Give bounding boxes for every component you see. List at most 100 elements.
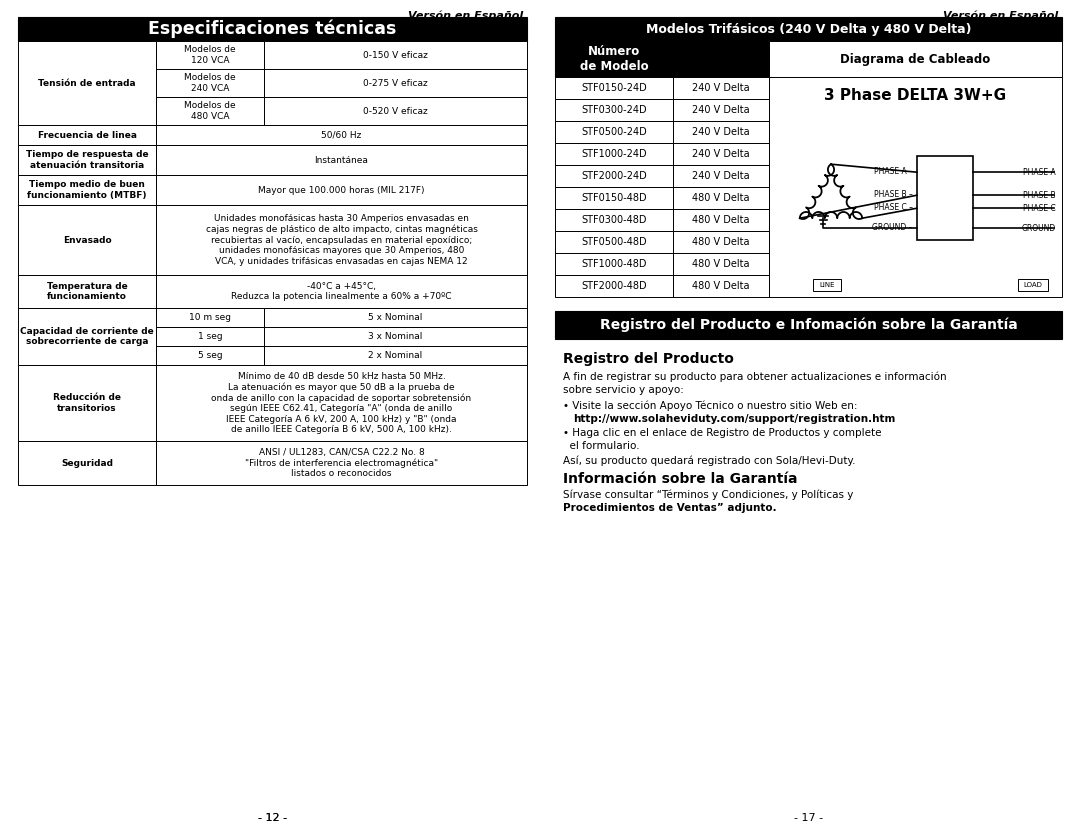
Text: Instantánea: Instantánea	[314, 155, 368, 164]
Bar	[156, 275, 527, 308]
Text: Diagrama de Cableado: Diagrama de Cableado	[840, 53, 990, 66]
Bar	[555, 17, 1062, 41]
Text: PHASE B –: PHASE B –	[874, 189, 913, 198]
Text: 480 V Delta: 480 V Delta	[692, 259, 750, 269]
Text: GROUND –: GROUND –	[873, 223, 913, 232]
Bar	[555, 187, 673, 209]
Text: 3 x Nominal: 3 x Nominal	[368, 332, 422, 341]
Text: Mínimo de 40 dB desde 50 kHz hasta 50 MHz.
La atenuación es mayor que 50 dB a la: Mínimo de 40 dB desde 50 kHz hasta 50 MH…	[212, 372, 472, 435]
Text: STF2000-48D: STF2000-48D	[581, 281, 647, 291]
Text: Seguridad: Seguridad	[60, 459, 113, 468]
Bar	[673, 231, 769, 253]
Text: http://www.solaheviduty.com/support/registration.htm: http://www.solaheviduty.com/support/regi…	[573, 414, 895, 424]
Text: - 12 -: - 12 -	[258, 813, 287, 823]
Bar	[18, 17, 527, 41]
Bar	[156, 145, 527, 175]
Text: Reducción de
transitorios: Reducción de transitorios	[53, 394, 121, 413]
Bar	[673, 143, 769, 165]
Text: PHASE B: PHASE B	[1024, 191, 1056, 199]
Text: 2 x Nominal: 2 x Nominal	[368, 351, 422, 360]
Text: DEVICE: DEVICE	[926, 193, 964, 203]
Text: LOAD: LOAD	[1024, 282, 1042, 288]
Text: - 17 -: - 17 -	[794, 813, 823, 823]
Text: 1 seg: 1 seg	[198, 332, 222, 341]
Bar	[156, 205, 527, 275]
Bar	[673, 253, 769, 275]
Bar	[673, 165, 769, 187]
Text: 0-150 V eficaz: 0-150 V eficaz	[363, 51, 428, 59]
Text: -40°C a +45°C,
Reduzca la potencia linealmente a 60% a +70ºC: -40°C a +45°C, Reduzca la potencia linea…	[231, 282, 451, 301]
Text: sobre servicio y apoyo:: sobre servicio y apoyo:	[563, 385, 684, 395]
Text: 480 V Delta: 480 V Delta	[692, 237, 750, 247]
Text: Modelos Trifásicos (240 V Delta y 480 V Delta): Modelos Trifásicos (240 V Delta y 480 V …	[646, 23, 971, 36]
Text: 5 seg: 5 seg	[198, 351, 222, 360]
Text: STF0300-24D: STF0300-24D	[581, 105, 647, 115]
Text: 240 V Delta: 240 V Delta	[692, 171, 750, 181]
Bar	[156, 97, 264, 125]
Bar	[156, 327, 264, 346]
Bar	[18, 275, 156, 308]
Text: Unidades monofásicas hasta 30 Amperios envasadas en
cajas negras de plástico de : Unidades monofásicas hasta 30 Amperios e…	[205, 214, 477, 265]
Bar	[156, 69, 264, 97]
Text: LINE: LINE	[820, 282, 835, 288]
Text: Modelos de
120 VCA: Modelos de 120 VCA	[185, 45, 235, 65]
Bar	[673, 99, 769, 121]
Text: 240 V Delta: 240 V Delta	[692, 149, 750, 159]
Bar	[555, 253, 673, 275]
Bar	[555, 311, 1062, 339]
Text: Tiempo de respuesta de
atenuación transitoria: Tiempo de respuesta de atenuación transi…	[26, 150, 148, 169]
Text: • Visite la sección Apoyo Técnico o nuestro sitio Web en:: • Visite la sección Apoyo Técnico o nues…	[563, 401, 858, 411]
Text: STF2000-24D: STF2000-24D	[581, 171, 647, 181]
Bar	[156, 175, 527, 205]
Bar	[1018, 279, 1048, 291]
Bar	[555, 231, 673, 253]
Bar	[555, 41, 673, 77]
Bar	[18, 441, 156, 485]
Text: Envasado: Envasado	[63, 235, 111, 244]
Bar	[813, 279, 841, 291]
Text: 240 V Delta: 240 V Delta	[692, 83, 750, 93]
Bar	[156, 346, 264, 365]
Bar	[264, 308, 527, 327]
Text: Temperatura de
funcionamiento: Temperatura de funcionamiento	[46, 282, 127, 301]
Text: STF0500-24D: STF0500-24D	[581, 127, 647, 137]
Bar	[555, 77, 673, 99]
Text: PHASE C –: PHASE C –	[874, 203, 913, 212]
Bar	[555, 275, 673, 297]
Text: 0-275 V eficaz: 0-275 V eficaz	[363, 78, 428, 88]
Text: Procedimientos de Ventas” adjunto.: Procedimientos de Ventas” adjunto.	[563, 503, 777, 513]
Text: Frecuencia de linea: Frecuencia de linea	[38, 130, 136, 139]
Bar	[673, 121, 769, 143]
Text: 3 Phase DELTA 3W+G: 3 Phase DELTA 3W+G	[824, 88, 1007, 103]
Text: PHASE A: PHASE A	[1023, 168, 1056, 177]
Bar	[18, 41, 156, 125]
Bar	[769, 41, 1062, 77]
Bar	[555, 143, 673, 165]
Bar	[673, 41, 769, 77]
Text: Tiempo medio de buen
funcionamiento (MTBF): Tiempo medio de buen funcionamiento (MTB…	[27, 180, 147, 199]
Text: Modelos de
240 VCA: Modelos de 240 VCA	[185, 73, 235, 93]
Text: 10 m seg: 10 m seg	[189, 313, 231, 322]
Bar	[264, 97, 527, 125]
Bar	[264, 41, 527, 69]
Bar	[18, 125, 156, 145]
Text: Especificaciones técnicas: Especificaciones técnicas	[148, 20, 396, 38]
Bar	[156, 365, 527, 441]
Text: STF1000-48D: STF1000-48D	[581, 259, 647, 269]
Bar	[18, 145, 156, 175]
Text: 240 V Delta: 240 V Delta	[692, 105, 750, 115]
Bar	[156, 308, 264, 327]
Text: 5 x Nominal: 5 x Nominal	[368, 313, 422, 322]
Text: 480 V Delta: 480 V Delta	[692, 193, 750, 203]
Text: STF0150-24D: STF0150-24D	[581, 83, 647, 93]
Bar	[156, 41, 264, 69]
Text: STF0150-48D: STF0150-48D	[581, 193, 647, 203]
Bar	[673, 77, 769, 99]
Bar	[917, 156, 973, 240]
Bar	[264, 346, 527, 365]
Bar	[18, 365, 156, 441]
Bar	[769, 77, 1062, 297]
Bar	[555, 99, 673, 121]
Bar	[156, 441, 527, 485]
Text: 480 V Delta: 480 V Delta	[692, 281, 750, 291]
